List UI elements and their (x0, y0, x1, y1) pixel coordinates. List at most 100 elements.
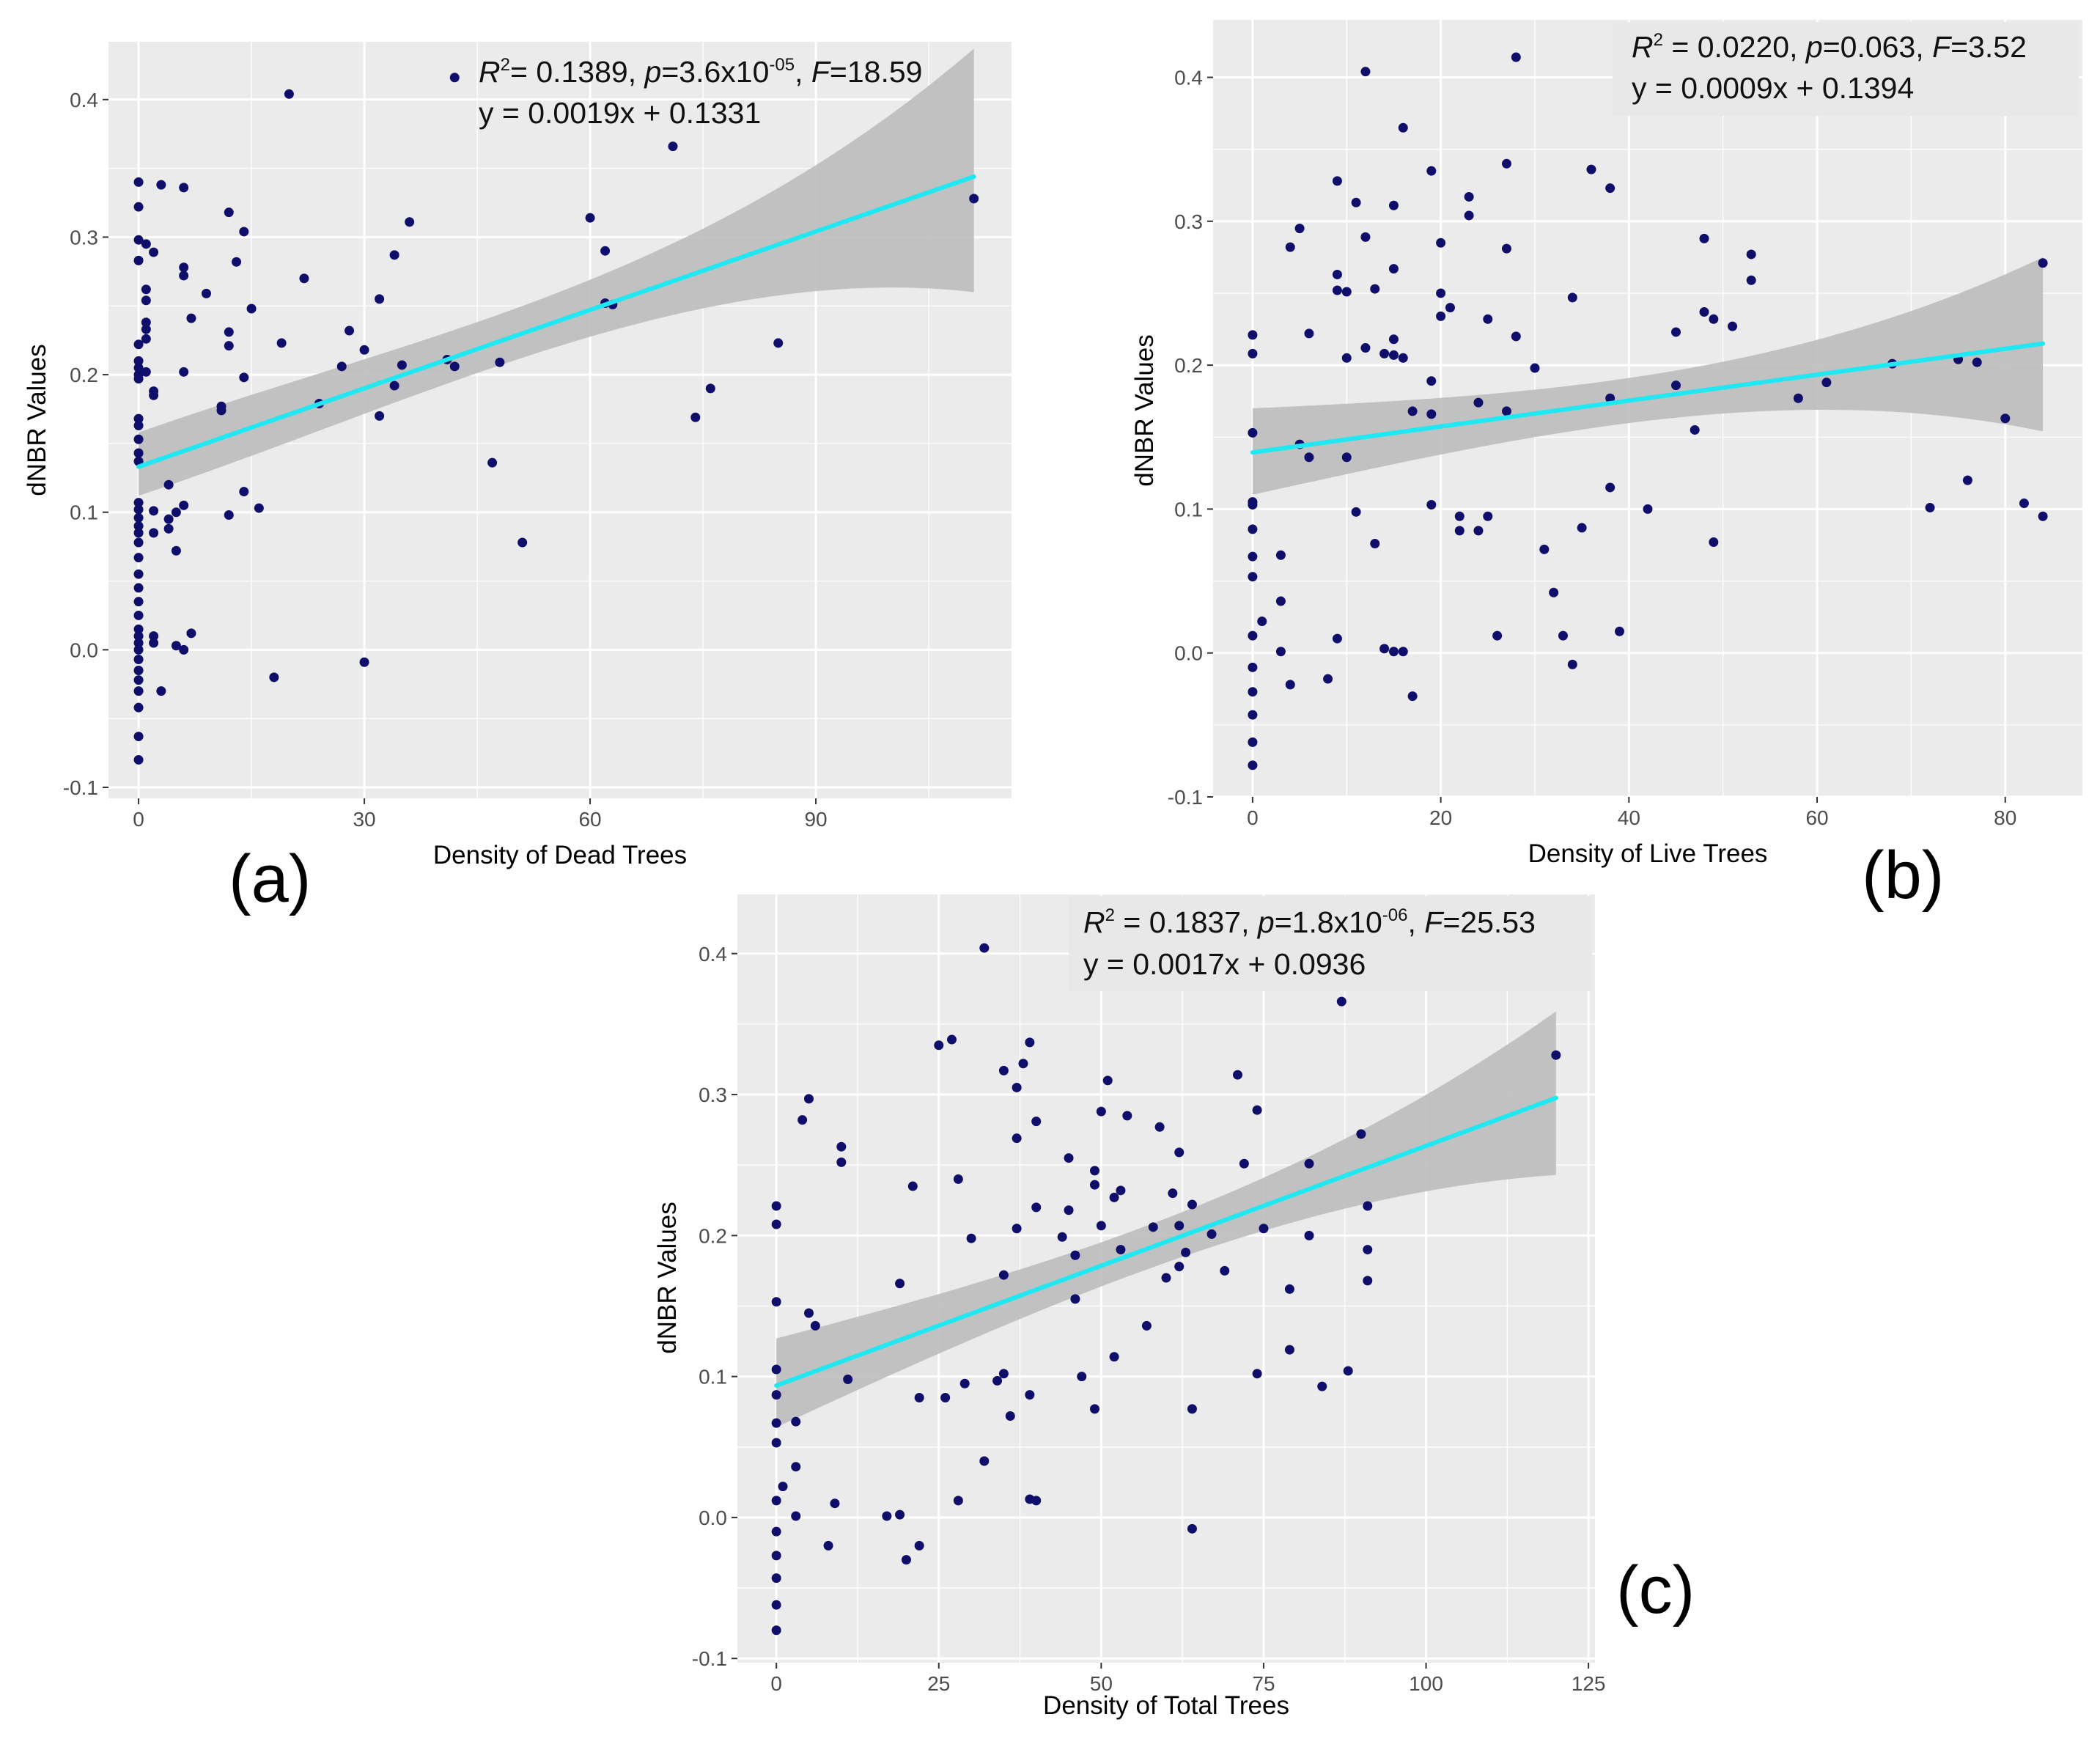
data-point (1426, 409, 1437, 419)
chart-c-f-value: 25.53 (1460, 905, 1536, 939)
data-point (1275, 647, 1286, 657)
data-point (1275, 596, 1286, 606)
data-point (1012, 1082, 1022, 1092)
data-point (1116, 1245, 1126, 1255)
data-point (133, 434, 144, 444)
data-point (171, 507, 181, 518)
data-point (1122, 1111, 1132, 1121)
data-point (141, 324, 151, 334)
data-point (133, 177, 144, 187)
data-point (449, 73, 460, 83)
data-point (1102, 1075, 1113, 1086)
chart-b-stats: R2 = 0.0220, p=0.063, F=3.52 (1632, 30, 2027, 64)
data-point (1090, 1166, 1099, 1176)
data-point (149, 631, 159, 641)
data-point (495, 357, 505, 367)
data-point (1379, 348, 1390, 358)
x-tick-label: 0 (770, 1672, 782, 1695)
x-tick-label: 40 (1618, 806, 1640, 829)
data-point (668, 141, 678, 152)
y-tick-label: 0.0 (70, 639, 98, 661)
data-point (1248, 630, 1258, 641)
data-point (771, 1526, 781, 1537)
data-point (336, 361, 347, 372)
data-point (133, 448, 144, 458)
data-point (1341, 452, 1352, 463)
data-point (907, 1181, 918, 1191)
data-point (216, 405, 226, 416)
data-point (797, 1115, 808, 1125)
data-point (1388, 200, 1399, 210)
data-point (1248, 427, 1258, 438)
data-point (375, 294, 385, 304)
data-point (133, 521, 144, 531)
chart-a-p-eq: = (661, 55, 679, 89)
data-point (171, 641, 181, 651)
data-point (1821, 378, 1832, 388)
data-point (1005, 1411, 1015, 1421)
chart-c-fit-line (774, 1095, 1558, 1388)
data-point (959, 1378, 970, 1389)
data-point (947, 1034, 957, 1045)
data-point (133, 512, 144, 523)
y-tick-label: 0.4 (70, 89, 98, 111)
x-tick-label: 20 (1429, 806, 1452, 829)
chart-b-stats-box (1613, 22, 2079, 116)
chart-a: -0.1 0.0 0.1 0.2 0.3 0.4 0 30 60 90 Density of D… (23, 42, 1012, 916)
data-point (773, 338, 784, 348)
chart-c-points (771, 943, 1561, 1636)
chart-b-panel-label: (b) (1862, 838, 1944, 913)
chart-c: -0.1 0.0 0.1 0.2 0.3 0.4 0 25 50 75 100 125 Densit… (653, 894, 1695, 1720)
data-point (1317, 1381, 1327, 1391)
data-point (1341, 353, 1352, 363)
data-point (149, 638, 159, 648)
data-point (771, 1219, 781, 1229)
chart-a-f-sep: , (795, 55, 811, 89)
data-point (882, 1511, 892, 1521)
data-point (1332, 269, 1342, 279)
data-point (201, 288, 211, 298)
data-point (389, 250, 399, 260)
data-point (998, 1270, 1009, 1280)
data-point (940, 1392, 951, 1402)
data-point (1332, 633, 1342, 644)
data-point (1398, 647, 1408, 657)
data-point (156, 686, 166, 696)
data-point (1248, 662, 1258, 672)
data-point (979, 1456, 990, 1466)
data-point (1379, 644, 1390, 654)
data-point (992, 1375, 1003, 1386)
data-point (1323, 674, 1333, 684)
data-point (2019, 499, 2029, 509)
chart-c-r2-exponent: 2 (1105, 905, 1115, 925)
data-point (1511, 52, 1521, 62)
data-point (141, 239, 151, 249)
data-point (1586, 164, 1596, 174)
data-point (1174, 1147, 1185, 1158)
chart-c-panel-label: (c) (1616, 1553, 1695, 1628)
data-point (179, 271, 189, 281)
data-point (133, 553, 144, 563)
chart-b-p-symbol: p (1805, 30, 1823, 64)
data-point (1187, 1523, 1197, 1534)
data-point (1407, 406, 1418, 416)
data-point (1304, 452, 1314, 463)
chart-a-panel-label: (a) (229, 842, 311, 916)
data-point (2038, 511, 2048, 521)
data-point (1360, 343, 1371, 353)
data-point (771, 1364, 781, 1375)
data-point (791, 1416, 801, 1427)
data-point (1473, 526, 1484, 536)
data-point (359, 345, 369, 355)
data-point (1363, 1201, 1373, 1211)
chart-b-x-axis-title: Density of Live Trees (1528, 839, 1768, 868)
x-tick-label: 50 (1090, 1672, 1113, 1695)
chart-b-x-ticks: 0 20 40 60 80 (1247, 797, 2016, 829)
data-point (133, 363, 144, 373)
x-tick-label: 60 (1805, 806, 1828, 829)
data-point (1174, 1221, 1185, 1231)
chart-a-equation: y = 0.0019x + 0.1331 (479, 96, 761, 130)
chart-b-p-value: 0.063 (1841, 30, 1916, 64)
data-point (1388, 350, 1399, 360)
data-point (934, 1040, 944, 1051)
